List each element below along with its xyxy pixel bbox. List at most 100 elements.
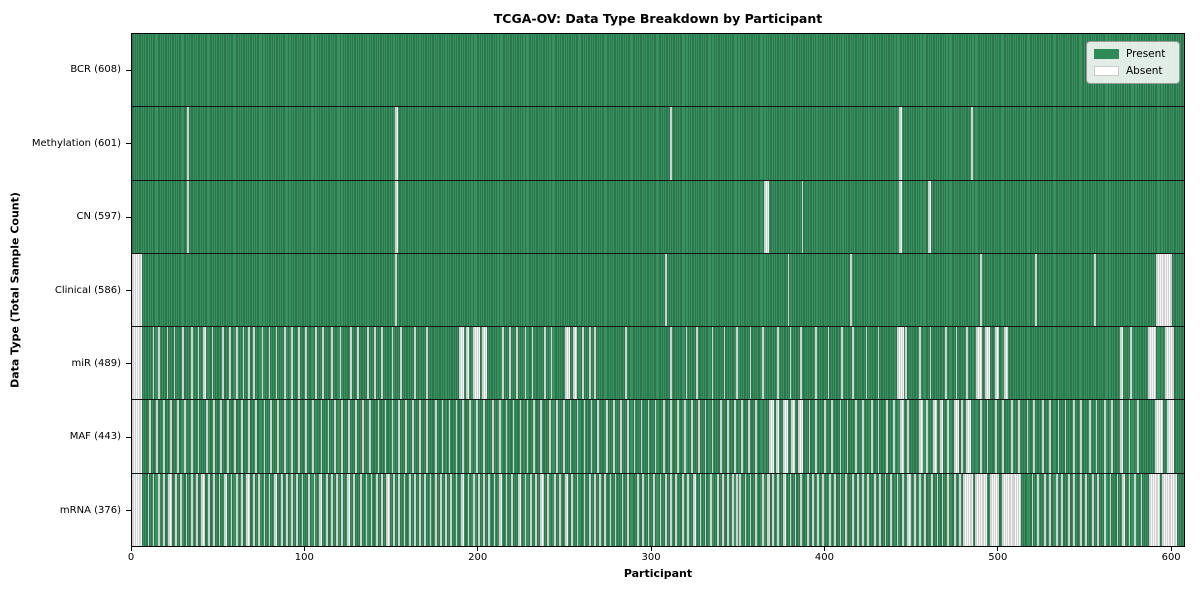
absent-bar bbox=[811, 473, 814, 546]
absent-bar bbox=[246, 473, 250, 546]
absent-bar bbox=[692, 473, 697, 546]
absent-bar bbox=[450, 473, 453, 546]
absent-bar bbox=[168, 473, 172, 546]
absent-bar bbox=[896, 327, 904, 400]
absent-bar bbox=[576, 400, 579, 473]
x-tick-mark bbox=[1170, 547, 1172, 551]
absent-bar bbox=[670, 327, 672, 400]
absent-bar bbox=[799, 473, 802, 546]
absent-bar bbox=[1026, 400, 1029, 473]
absent-bar bbox=[1061, 473, 1063, 546]
absent-bar bbox=[149, 400, 152, 473]
absent-bar bbox=[190, 327, 193, 400]
absent-bar bbox=[1068, 473, 1070, 546]
absent-bar bbox=[874, 473, 876, 546]
x-tick-label-300: 300 bbox=[641, 552, 661, 563]
absent-bar bbox=[856, 473, 859, 546]
absent-bar bbox=[720, 400, 722, 473]
absent-bar bbox=[1111, 400, 1114, 473]
absent-bar bbox=[280, 473, 283, 546]
absent-bar bbox=[855, 400, 857, 473]
absent-bar bbox=[327, 400, 330, 473]
absent-bar bbox=[488, 473, 491, 546]
absent-bar bbox=[531, 327, 534, 400]
absent-bar bbox=[253, 473, 255, 546]
absent-bar bbox=[933, 400, 937, 473]
absent-bar bbox=[768, 473, 771, 546]
absent-bar bbox=[670, 400, 672, 473]
absent-bar bbox=[493, 473, 496, 546]
legend-label-absent: Absent bbox=[1126, 65, 1163, 77]
absent-bar bbox=[132, 473, 143, 546]
absent-bar bbox=[744, 473, 747, 546]
absent-bar bbox=[647, 400, 650, 473]
absent-bar bbox=[491, 400, 494, 473]
absent-bar bbox=[350, 327, 352, 400]
absent-bar bbox=[512, 400, 515, 473]
absent-bar bbox=[356, 327, 359, 400]
absent-bar bbox=[709, 473, 712, 546]
absent-bar bbox=[208, 473, 210, 546]
absent-bar bbox=[284, 327, 286, 400]
absent-bar bbox=[941, 473, 944, 546]
absent-bar bbox=[190, 473, 193, 546]
absent-bar bbox=[395, 107, 399, 180]
absent-bar bbox=[152, 473, 155, 546]
absent-bar bbox=[253, 327, 255, 400]
absent-bar bbox=[846, 400, 849, 473]
absent-bar bbox=[391, 400, 394, 473]
absent-bar bbox=[291, 473, 293, 546]
absent-bar bbox=[808, 400, 811, 473]
y-tick-mark bbox=[126, 143, 131, 145]
absent-bar bbox=[974, 473, 987, 546]
absent-bar bbox=[393, 473, 395, 546]
absent-bar bbox=[391, 327, 394, 400]
absent-bar bbox=[1166, 400, 1174, 473]
absent-bar bbox=[782, 473, 787, 546]
absent-bar bbox=[498, 400, 501, 473]
absent-bar bbox=[1104, 400, 1107, 473]
absent-bar bbox=[375, 473, 378, 546]
absent-bar bbox=[377, 400, 380, 473]
absent-bar bbox=[573, 327, 577, 400]
absent-bar bbox=[517, 473, 522, 546]
absent-bar bbox=[1055, 473, 1058, 546]
absent-bar bbox=[1149, 473, 1160, 546]
absent-bar bbox=[405, 400, 408, 473]
absent-bar bbox=[732, 473, 735, 546]
absent-bar bbox=[1036, 473, 1039, 546]
absent-bar bbox=[877, 327, 880, 400]
absent-bar bbox=[1085, 473, 1088, 546]
absent-bar bbox=[663, 400, 665, 473]
absent-bar bbox=[749, 327, 752, 400]
absent-bar bbox=[221, 327, 224, 400]
absent-bar bbox=[242, 327, 245, 400]
absent-bar bbox=[543, 327, 546, 400]
absent-bar bbox=[187, 180, 190, 253]
absent-bar bbox=[505, 400, 508, 473]
heatmap-row-cn bbox=[132, 180, 1184, 254]
absent-bar bbox=[767, 473, 769, 546]
absent-bar bbox=[739, 473, 742, 546]
y-tick-mark bbox=[126, 363, 131, 365]
absent-bar bbox=[664, 253, 667, 327]
absent-bar bbox=[919, 400, 923, 473]
absent-bar bbox=[176, 400, 179, 473]
absent-bar bbox=[1092, 473, 1094, 546]
absent-bar bbox=[687, 473, 690, 546]
absent-bar bbox=[360, 473, 363, 546]
absent-bar bbox=[320, 400, 323, 473]
absent-bar bbox=[197, 400, 200, 473]
absent-bar bbox=[1088, 400, 1091, 473]
absent-bar bbox=[481, 327, 487, 400]
absent-bar bbox=[408, 473, 411, 546]
absent-bar bbox=[682, 473, 684, 546]
absent-bar bbox=[353, 473, 356, 546]
absent-bar bbox=[893, 400, 896, 473]
absent-bar bbox=[704, 400, 707, 473]
absent-bar bbox=[1156, 253, 1172, 327]
absent-bar bbox=[637, 473, 639, 546]
absent-bar bbox=[768, 400, 774, 473]
absent-bar bbox=[789, 327, 792, 400]
absent-bar bbox=[268, 473, 271, 546]
